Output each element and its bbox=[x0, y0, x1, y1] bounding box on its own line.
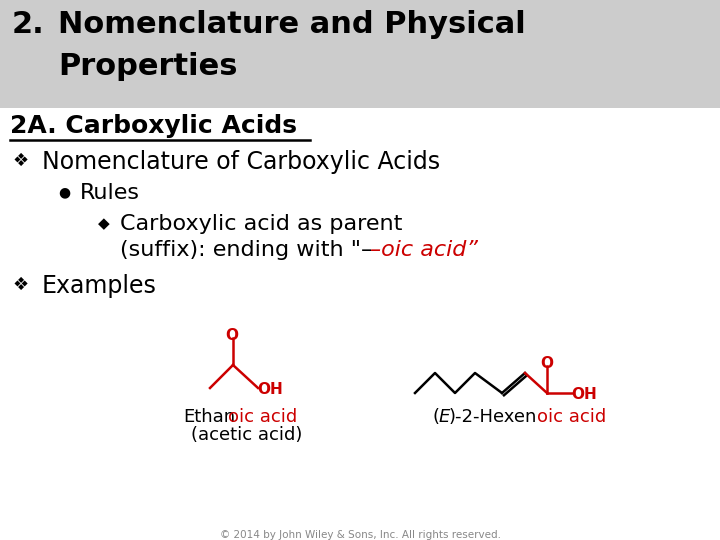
Text: ❖: ❖ bbox=[12, 276, 28, 294]
Text: © 2014 by John Wiley & Sons, Inc. All rights reserved.: © 2014 by John Wiley & Sons, Inc. All ri… bbox=[220, 530, 500, 540]
Text: O: O bbox=[540, 356, 553, 371]
Text: ●: ● bbox=[58, 185, 70, 199]
Text: (acetic acid): (acetic acid) bbox=[191, 426, 302, 444]
Text: O: O bbox=[225, 328, 238, 343]
FancyBboxPatch shape bbox=[0, 0, 720, 108]
Text: OH: OH bbox=[571, 387, 597, 402]
Text: 2.: 2. bbox=[12, 10, 45, 39]
Text: ◆: ◆ bbox=[98, 216, 109, 231]
Text: 2A. Carboxylic Acids: 2A. Carboxylic Acids bbox=[10, 114, 297, 138]
Text: OH: OH bbox=[257, 382, 283, 397]
Text: E: E bbox=[439, 408, 451, 426]
Text: (: ( bbox=[432, 408, 439, 426]
Text: oic acid: oic acid bbox=[228, 408, 297, 426]
Text: Nomenclature and Physical: Nomenclature and Physical bbox=[58, 10, 526, 39]
Text: Nomenclature of Carboxylic Acids: Nomenclature of Carboxylic Acids bbox=[42, 150, 440, 174]
Text: Ethan: Ethan bbox=[183, 408, 235, 426]
Text: Rules: Rules bbox=[80, 183, 140, 203]
Text: oic acid: oic acid bbox=[537, 408, 606, 426]
Text: ❖: ❖ bbox=[12, 152, 28, 170]
Text: Carboxylic acid as parent: Carboxylic acid as parent bbox=[120, 214, 402, 234]
Text: Examples: Examples bbox=[42, 274, 157, 298]
Text: (suffix): ending with "–: (suffix): ending with "– bbox=[120, 240, 372, 260]
Text: )-2-Hexen: )-2-Hexen bbox=[449, 408, 537, 426]
Text: Properties: Properties bbox=[58, 52, 238, 81]
Text: –oic acid”: –oic acid” bbox=[370, 240, 478, 260]
